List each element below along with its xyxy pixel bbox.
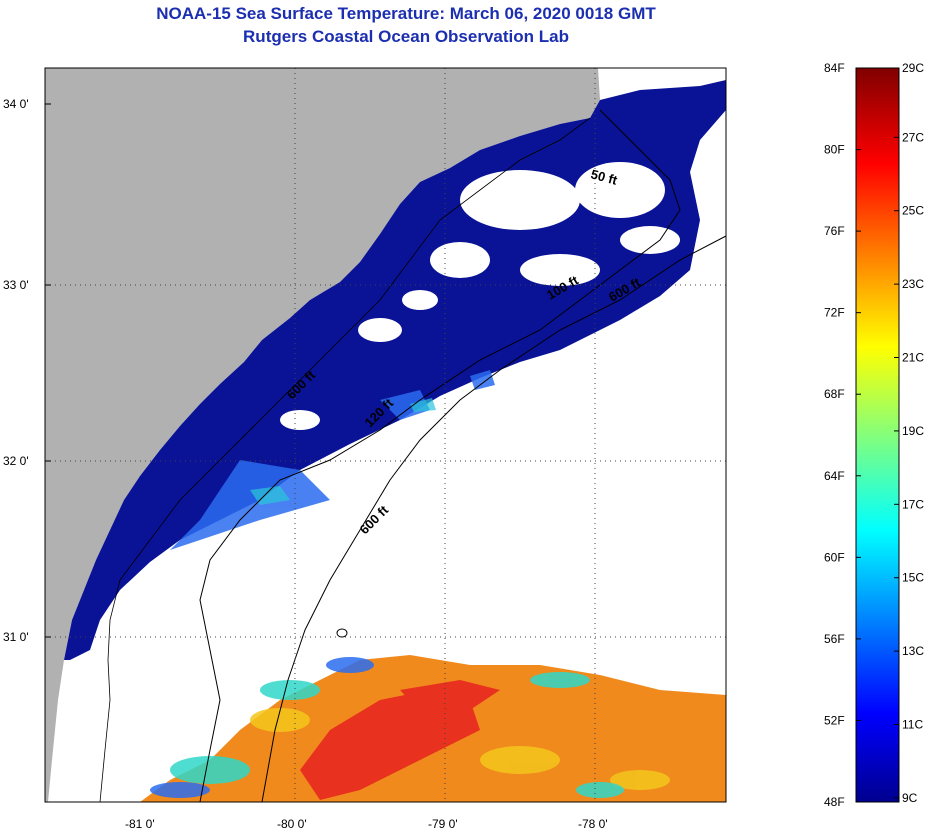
small-contour-ring xyxy=(336,628,348,638)
colorbar-f-label: 80F xyxy=(824,143,845,157)
colorbar-f-label: 56F xyxy=(824,632,845,646)
lon-label-78: -78 0' xyxy=(578,817,608,831)
lat-tick-marks xyxy=(45,103,51,638)
chart-title: NOAA-15 Sea Surface Temperature: March 0… xyxy=(156,4,656,23)
isobath-shelf xyxy=(199,109,681,802)
colorbar-c-label: 13C xyxy=(902,644,924,658)
cloud-gaps xyxy=(280,162,680,430)
colorbar-f-label: 52F xyxy=(824,713,845,727)
colorbar-c-label: 25C xyxy=(902,204,924,218)
colorbar-c-label: 15C xyxy=(902,571,924,585)
blue-patches xyxy=(150,657,374,798)
lon-label-79: -79 0' xyxy=(428,817,458,831)
lat-label-31: 31 0' xyxy=(3,630,29,644)
land-area xyxy=(45,68,600,802)
lat-label-33: 33 0' xyxy=(3,278,29,292)
colorbar-c-label: 17C xyxy=(902,497,924,511)
chart-subtitle: Rutgers Coastal Ocean Observation Lab xyxy=(243,27,569,46)
gulf-stream-hot xyxy=(300,690,480,800)
colorbar-f-label: 76F xyxy=(824,224,845,238)
colorbar-f-label: 48F xyxy=(824,795,845,809)
colorbar-f-label: 72F xyxy=(824,306,845,320)
colorbar xyxy=(855,67,900,803)
gulf-stream-hot-2 xyxy=(400,680,500,712)
isobath-600ft xyxy=(261,235,726,802)
contour-label-50ft: 50 ft xyxy=(589,166,619,188)
colorbar-f-label: 64F xyxy=(824,469,845,483)
colorbar-f-label: 60F xyxy=(824,550,845,564)
colorbar-f-label: 84F xyxy=(824,61,845,75)
colorbar-c-label: 27C xyxy=(902,130,924,144)
mid-blue-streaks xyxy=(170,370,495,550)
colorbar-ticks: 84F 80F 76F 72F 68F 64F 60F 56F 52F 48F 29C 27C 25C 2… xyxy=(824,61,924,809)
isobath-nearshore xyxy=(99,117,591,802)
colorbar-f-label: 68F xyxy=(824,387,845,401)
map-border xyxy=(44,67,727,803)
colorbar-c-label: 9C xyxy=(902,791,918,805)
cyan-patches xyxy=(170,672,624,798)
map-area: 50 ft 100 ft 600 ft 120 ft 600 ft 600 ft xyxy=(45,68,726,802)
colorbar-c-label: 21C xyxy=(902,351,924,365)
lat-label-32: 32 0' xyxy=(3,454,29,468)
lat-label-34: 34 0' xyxy=(3,97,29,111)
colorbar-c-label: 29C xyxy=(902,61,924,75)
graticule xyxy=(45,68,726,802)
colorbar-c-label: 23C xyxy=(902,277,924,291)
lon-label-81: -81 0' xyxy=(125,817,155,831)
colorbar-c-label: 19C xyxy=(902,424,924,438)
colorbar-c-label: 11C xyxy=(902,718,923,732)
lon-label-80: -80 0' xyxy=(277,817,307,831)
